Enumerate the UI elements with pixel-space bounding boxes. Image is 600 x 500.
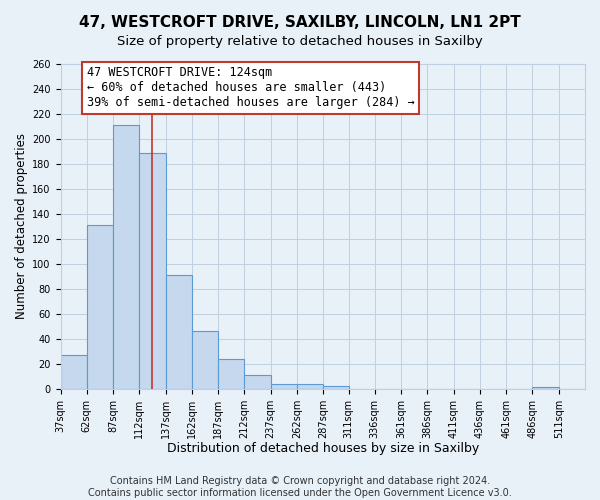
Bar [323,386,349,388]
Bar [166,275,192,388]
Text: Size of property relative to detached houses in Saxilby: Size of property relative to detached ho… [117,35,483,48]
Bar [271,384,297,388]
Bar [87,225,113,388]
Bar [192,332,218,388]
Y-axis label: Number of detached properties: Number of detached properties [15,134,28,320]
Text: 47 WESTCROFT DRIVE: 124sqm
← 60% of detached houses are smaller (443)
39% of sem: 47 WESTCROFT DRIVE: 124sqm ← 60% of deta… [87,66,415,110]
Bar [244,375,271,388]
Bar [61,355,87,388]
X-axis label: Distribution of detached houses by size in Saxilby: Distribution of detached houses by size … [167,442,479,455]
Text: Contains HM Land Registry data © Crown copyright and database right 2024.
Contai: Contains HM Land Registry data © Crown c… [88,476,512,498]
Bar [218,359,244,388]
Bar [297,384,323,388]
Bar [113,125,139,388]
Bar [139,152,166,388]
Text: 47, WESTCROFT DRIVE, SAXILBY, LINCOLN, LN1 2PT: 47, WESTCROFT DRIVE, SAXILBY, LINCOLN, L… [79,15,521,30]
